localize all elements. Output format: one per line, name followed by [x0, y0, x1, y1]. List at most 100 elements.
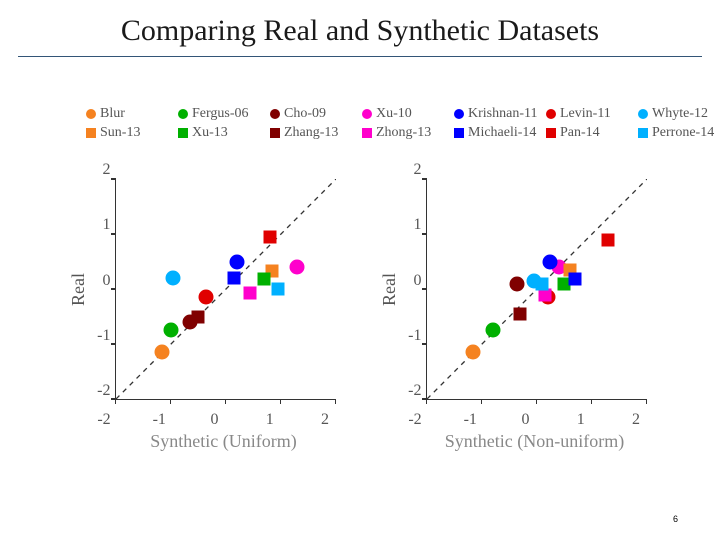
legend-item: Levin-11 — [546, 106, 634, 122]
x-tick-mark — [646, 399, 648, 404]
legend-marker-icon — [638, 109, 648, 119]
legend-item: Zhong-13 — [362, 125, 450, 141]
y-tick-mark — [111, 288, 116, 290]
scatter-point — [543, 254, 558, 269]
legend-marker-icon — [638, 128, 648, 138]
scatter-point — [227, 272, 240, 285]
tick-label: 2 — [93, 161, 111, 179]
scatter-point — [569, 273, 582, 286]
tick-label: -2 — [95, 411, 113, 429]
legend-label: Xu-10 — [376, 106, 412, 122]
plot-right: Real 210-1-2 -2-1012 Synthetic (Non-unif… — [371, 170, 654, 452]
legend-item: Pan-14 — [546, 125, 634, 141]
x-tick-mark — [536, 399, 538, 404]
legend-label: Fergus-06 — [192, 106, 249, 122]
legend-label: Perrone-14 — [652, 125, 714, 141]
tick-label: 1 — [572, 411, 590, 429]
plot-left: Real 210-1-2 -2-1012 Synthetic (Uniform) — [60, 170, 343, 452]
y-tick-mark — [422, 178, 427, 180]
title-underline — [18, 56, 702, 57]
scatter-point — [244, 287, 257, 300]
y-tick-mark — [422, 343, 427, 345]
tick-label: 2 — [316, 411, 334, 429]
legend-label: Zhong-13 — [376, 125, 431, 141]
tick-label: 0 — [404, 272, 422, 290]
legend-marker-icon — [546, 128, 556, 138]
plots-container: Real 210-1-2 -2-1012 Synthetic (Uniform)… — [60, 170, 654, 452]
plot-left-yticks: 2 1 0 -1 -2 — [93, 161, 111, 400]
x-tick-mark — [170, 399, 172, 404]
scatter-point — [258, 273, 271, 286]
legend-item: Sun-13 — [86, 125, 174, 141]
legend-marker-icon — [270, 128, 280, 138]
scatter-point — [485, 323, 500, 338]
legend-marker-icon — [546, 109, 556, 119]
x-tick-mark — [481, 399, 483, 404]
y-tick-mark — [111, 178, 116, 180]
x-tick-mark — [280, 399, 282, 404]
tick-label: -1 — [150, 411, 168, 429]
legend-item: Fergus-06 — [178, 106, 266, 122]
tick-label: -2 — [406, 411, 424, 429]
plot-right-xticks: -2-1012 — [406, 411, 645, 429]
scatter-point — [510, 276, 525, 291]
legend-label: Michaeli-14 — [468, 125, 536, 141]
tick-label: 1 — [261, 411, 279, 429]
plot-left-ylabel: Real — [68, 273, 89, 306]
tick-label: -1 — [404, 327, 422, 345]
scatter-point — [155, 345, 170, 360]
legend-label: Xu-13 — [192, 125, 228, 141]
x-tick-mark — [225, 399, 227, 404]
page-number: 6 — [673, 514, 678, 524]
scatter-point — [536, 277, 549, 290]
scatter-point — [166, 271, 181, 286]
plot-left-axes — [115, 179, 336, 400]
legend-marker-icon — [86, 109, 96, 119]
scatter-point — [514, 307, 527, 320]
tick-label: 2 — [404, 161, 422, 179]
y-tick-mark — [111, 343, 116, 345]
legend: BlurFergus-06Cho-09Xu-10Krishnan-11Levin… — [86, 106, 720, 141]
tick-label: -1 — [93, 327, 111, 345]
legend-marker-icon — [454, 109, 464, 119]
legend-item: Xu-10 — [362, 106, 450, 122]
plot-right-xlabel: Synthetic (Non-uniform) — [445, 431, 624, 452]
legend-marker-icon — [178, 128, 188, 138]
legend-item: Whyte-12 — [638, 106, 720, 122]
legend-marker-icon — [270, 109, 280, 119]
legend-marker-icon — [362, 128, 372, 138]
legend-label: Cho-09 — [284, 106, 326, 122]
tick-label: 1 — [404, 216, 422, 234]
legend-label: Krishnan-11 — [468, 106, 537, 122]
legend-label: Zhang-13 — [284, 125, 338, 141]
scatter-point — [602, 233, 615, 246]
scatter-point — [163, 323, 178, 338]
legend-marker-icon — [454, 128, 464, 138]
tick-label: 0 — [93, 272, 111, 290]
x-tick-mark — [335, 399, 337, 404]
x-tick-mark — [115, 399, 117, 404]
tick-label: 1 — [93, 216, 111, 234]
tick-label: -2 — [93, 382, 111, 400]
legend-label: Pan-14 — [560, 125, 600, 141]
tick-label: 2 — [627, 411, 645, 429]
plot-left-xticks: -2 -1 0 1 2 — [95, 411, 334, 429]
scatter-point — [466, 345, 481, 360]
tick-label: 0 — [206, 411, 224, 429]
tick-label: -2 — [404, 382, 422, 400]
x-tick-mark — [426, 399, 428, 404]
legend-item: Michaeli-14 — [454, 125, 542, 141]
plot-right-ylabel: Real — [379, 273, 400, 306]
legend-row: BlurFergus-06Cho-09Xu-10Krishnan-11Levin… — [86, 106, 720, 122]
legend-label: Sun-13 — [100, 125, 140, 141]
legend-item: Krishnan-11 — [454, 106, 542, 122]
legend-item: Cho-09 — [270, 106, 358, 122]
scatter-point — [263, 230, 276, 243]
y-tick-mark — [111, 233, 116, 235]
plot-left-diagonal — [116, 179, 336, 399]
legend-label: Whyte-12 — [652, 106, 708, 122]
legend-marker-icon — [86, 128, 96, 138]
plot-right-yticks: 2 1 0 -1 -2 — [404, 161, 422, 400]
legend-marker-icon — [362, 109, 372, 119]
scatter-point — [271, 283, 284, 296]
